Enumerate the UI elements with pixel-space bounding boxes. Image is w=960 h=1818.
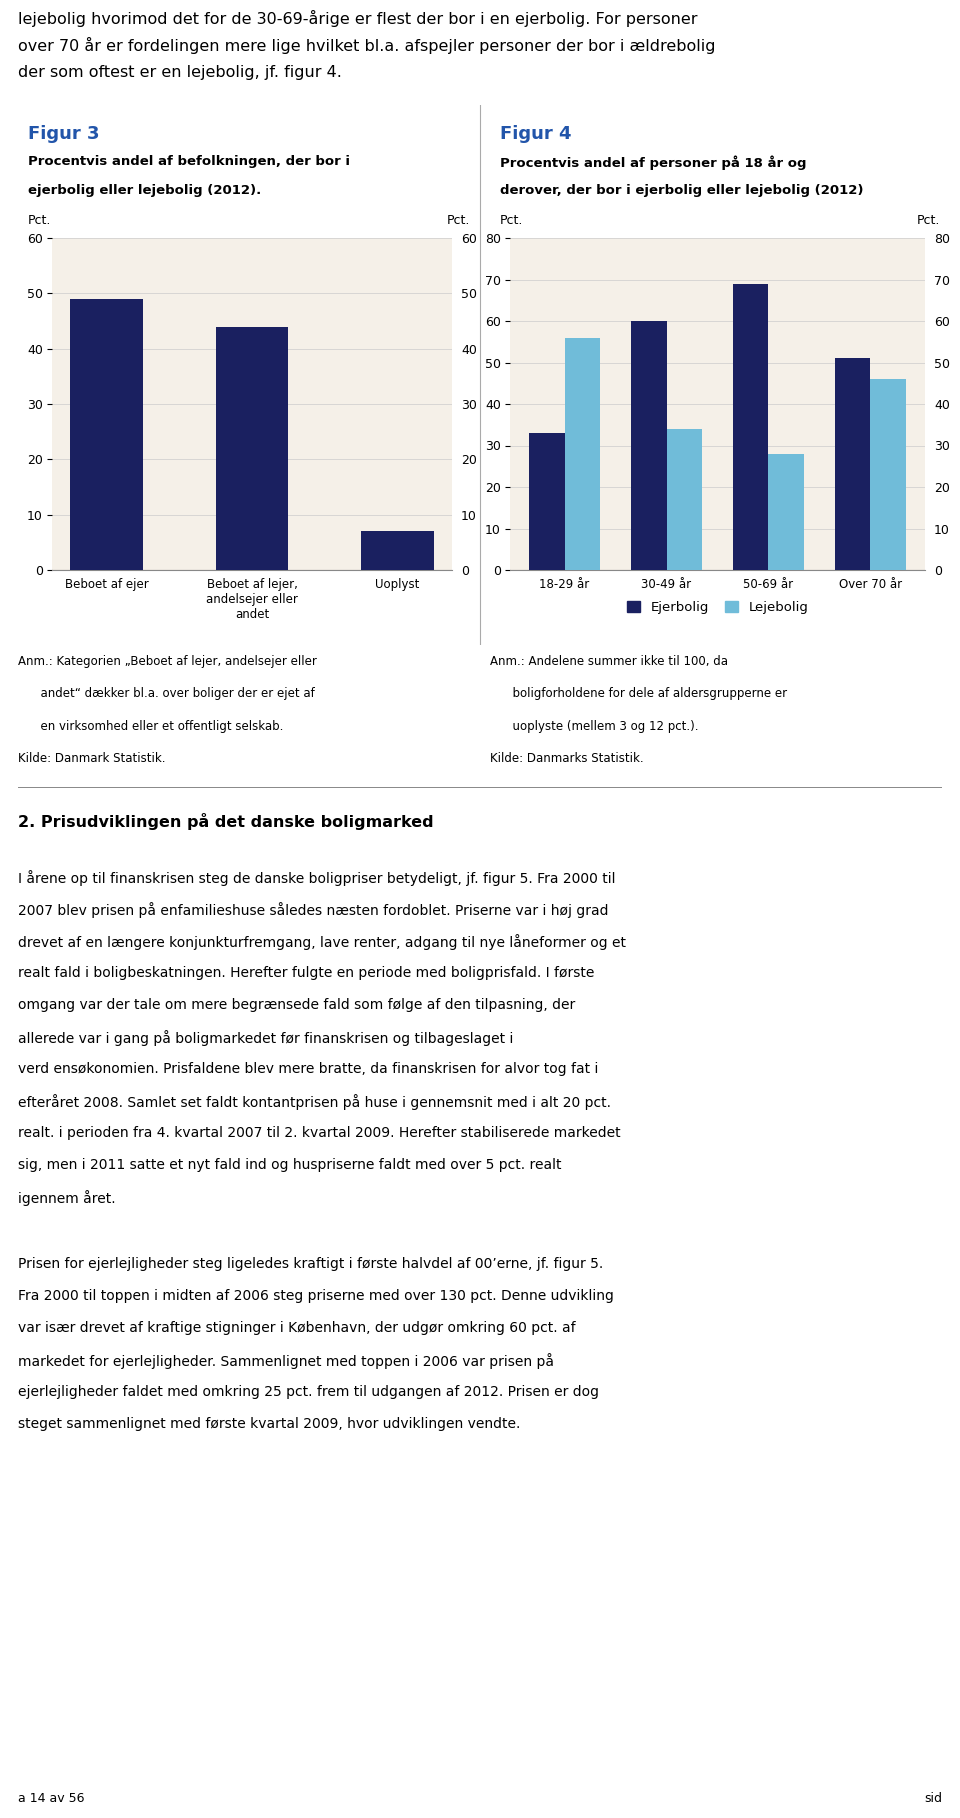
Text: Procentvis andel af personer på 18 år og: Procentvis andel af personer på 18 år og (500, 155, 806, 169)
Text: efteråret 2008. Samlet set faldt kontantprisen på huse i gennemsnit med i alt 20: efteråret 2008. Samlet set faldt kontant… (18, 1094, 611, 1111)
Text: steget sammenlignet med første kvartal 2009, hvor udviklingen vendte.: steget sammenlignet med første kvartal 2… (18, 1416, 520, 1431)
Text: igennem året.: igennem året. (18, 1191, 115, 1205)
Text: verd ensøkonomien. Prisfaldene blev mere bratte, da finanskrisen for alvor tog f: verd ensøkonomien. Prisfaldene blev mere… (18, 1062, 598, 1076)
Text: 2. Prisudviklingen på det danske boligmarked: 2. Prisudviklingen på det danske boligma… (18, 813, 434, 831)
Text: Anm.: Andelene summer ikke til 100, da: Anm.: Andelene summer ikke til 100, da (490, 654, 728, 667)
Bar (732, 284, 769, 571)
Legend: Ejerbolig, Lejebolig: Ejerbolig, Lejebolig (621, 596, 813, 620)
Text: Figur 3: Figur 3 (28, 125, 100, 144)
Text: Procentvis andel af befolkningen, der bor i: Procentvis andel af befolkningen, der bo… (28, 155, 350, 167)
Text: ejerlejligheder faldet med omkring 25 pct. frem til udgangen af 2012. Prisen er : ejerlejligheder faldet med omkring 25 pc… (18, 1385, 599, 1400)
Text: sid: sid (924, 1793, 942, 1805)
Text: lejebolig hvorimod det for de 30-69-årige er flest der bor i en ejerbolig. For p: lejebolig hvorimod det for de 30-69-årig… (18, 11, 698, 27)
Text: sig, men i 2011 satte et nyt fald ind og huspriserne faldt med over 5 pct. realt: sig, men i 2011 satte et nyt fald ind og… (18, 1158, 562, 1173)
Text: realt fald i boligbeskatningen. Herefter fulgte en periode med boligprisfald. I : realt fald i boligbeskatningen. Herefter… (18, 965, 594, 980)
Bar (529, 433, 564, 571)
Text: Kilde: Danmark Statistik.: Kilde: Danmark Statistik. (18, 753, 165, 765)
Text: Pct.: Pct. (446, 213, 470, 227)
Text: allerede var i gang på boligmarkedet før finanskrisen og tilbageslaget i: allerede var i gang på boligmarkedet før… (18, 1031, 514, 1045)
Text: en virksomhed eller et offentligt selskab.: en virksomhed eller et offentligt selska… (18, 720, 283, 733)
Text: Figur 4: Figur 4 (500, 125, 571, 144)
Text: Anm.: Kategorien „Beboet af lejer, andelsejer eller: Anm.: Kategorien „Beboet af lejer, andel… (18, 654, 317, 667)
Text: 2007 blev prisen på enfamilieshuse således næsten fordoblet. Priserne var i høj : 2007 blev prisen på enfamilieshuse såled… (18, 902, 609, 918)
Text: Kilde: Danmarks Statistik.: Kilde: Danmarks Statistik. (490, 753, 643, 765)
Bar (835, 358, 871, 571)
Text: andet“ dækker bl.a. over boliger der er ejet af: andet“ dækker bl.a. over boliger der er … (18, 687, 315, 700)
Text: over 70 år er fordelingen mere lige hvilket bl.a. afspejler personer der bor i æ: over 70 år er fordelingen mere lige hvil… (18, 38, 715, 55)
Text: var især drevet af kraftige stigninger i København, der udgør omkring 60 pct. af: var især drevet af kraftige stigninger i… (18, 1322, 576, 1334)
Bar (361, 531, 434, 571)
Bar (871, 380, 906, 571)
Text: omgang var der tale om mere begrænsede fald som følge af den tilpasning, der: omgang var der tale om mere begrænsede f… (18, 998, 575, 1013)
Text: derover, der bor i ejerbolig eller lejebolig (2012): derover, der bor i ejerbolig eller lejeb… (500, 184, 863, 196)
Text: Pct.: Pct. (917, 213, 940, 227)
Bar (216, 327, 288, 571)
Text: boligforholdene for dele af aldersgrupperne er: boligforholdene for dele af aldersgruppe… (490, 687, 787, 700)
Text: der som oftest er en lejebolig, jf. figur 4.: der som oftest er en lejebolig, jf. figu… (18, 65, 342, 80)
Text: a 14 av 56: a 14 av 56 (18, 1793, 84, 1805)
Text: Prisen for ejerlejligheder steg ligeledes kraftigt i første halvdel af 00’erne, : Prisen for ejerlejligheder steg ligelede… (18, 1256, 603, 1271)
Text: uoplyste (mellem 3 og 12 pct.).: uoplyste (mellem 3 og 12 pct.). (490, 720, 699, 733)
Bar (564, 338, 600, 571)
Text: markedet for ejerlejligheder. Sammenlignet med toppen i 2006 var prisen på: markedet for ejerlejligheder. Sammenlign… (18, 1353, 554, 1369)
Text: realt. i perioden fra 4. kvartal 2007 til 2. kvartal 2009. Herefter stabilisered: realt. i perioden fra 4. kvartal 2007 ti… (18, 1125, 620, 1140)
Bar (769, 454, 804, 571)
Text: drevet af en længere konjunkturfremgang, lave renter, adgang til nye låneformer : drevet af en længere konjunkturfremgang,… (18, 934, 626, 951)
Bar (666, 429, 702, 571)
Bar (70, 298, 143, 571)
Text: Pct.: Pct. (500, 213, 523, 227)
Text: Fra 2000 til toppen i midten af 2006 steg priserne med over 130 pct. Denne udvik: Fra 2000 til toppen i midten af 2006 ste… (18, 1289, 613, 1304)
Text: I årene op til finanskrisen steg de danske boligpriser betydeligt, jf. figur 5. : I årene op til finanskrisen steg de dans… (18, 871, 615, 885)
Text: ejerbolig eller lejebolig (2012).: ejerbolig eller lejebolig (2012). (28, 184, 261, 196)
Bar (631, 322, 666, 571)
Text: Pct.: Pct. (28, 213, 52, 227)
